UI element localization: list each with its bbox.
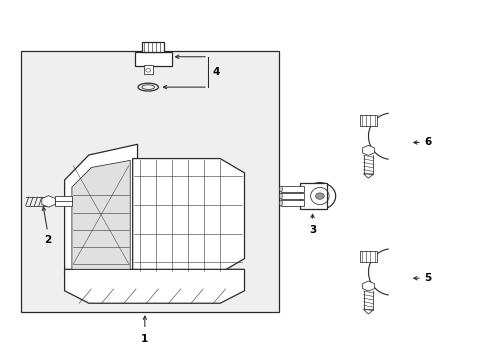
- Bar: [143, 65, 152, 74]
- Text: 1: 1: [141, 334, 148, 343]
- Polygon shape: [363, 310, 372, 314]
- Text: 3: 3: [308, 225, 316, 235]
- Bar: [142, 42, 164, 52]
- Polygon shape: [362, 145, 374, 156]
- Text: 6: 6: [424, 138, 431, 148]
- Circle shape: [145, 68, 150, 72]
- Ellipse shape: [279, 193, 282, 199]
- Bar: [135, 52, 171, 66]
- Polygon shape: [132, 158, 244, 273]
- Bar: [281, 186, 304, 192]
- Polygon shape: [42, 196, 55, 207]
- Circle shape: [315, 193, 324, 199]
- Ellipse shape: [304, 183, 335, 210]
- Bar: [359, 251, 376, 262]
- Polygon shape: [362, 281, 374, 291]
- Bar: [300, 183, 326, 210]
- Bar: [359, 115, 376, 126]
- Bar: [281, 193, 304, 199]
- Bar: [55, 197, 72, 206]
- Polygon shape: [64, 269, 244, 303]
- Text: 4: 4: [212, 67, 220, 77]
- Polygon shape: [72, 160, 130, 269]
- Bar: [281, 201, 304, 206]
- Polygon shape: [64, 144, 137, 276]
- Text: 5: 5: [424, 273, 431, 283]
- Ellipse shape: [279, 201, 282, 206]
- Bar: [21, 51, 278, 312]
- Polygon shape: [363, 174, 372, 178]
- Ellipse shape: [279, 186, 282, 192]
- Text: 2: 2: [44, 235, 51, 245]
